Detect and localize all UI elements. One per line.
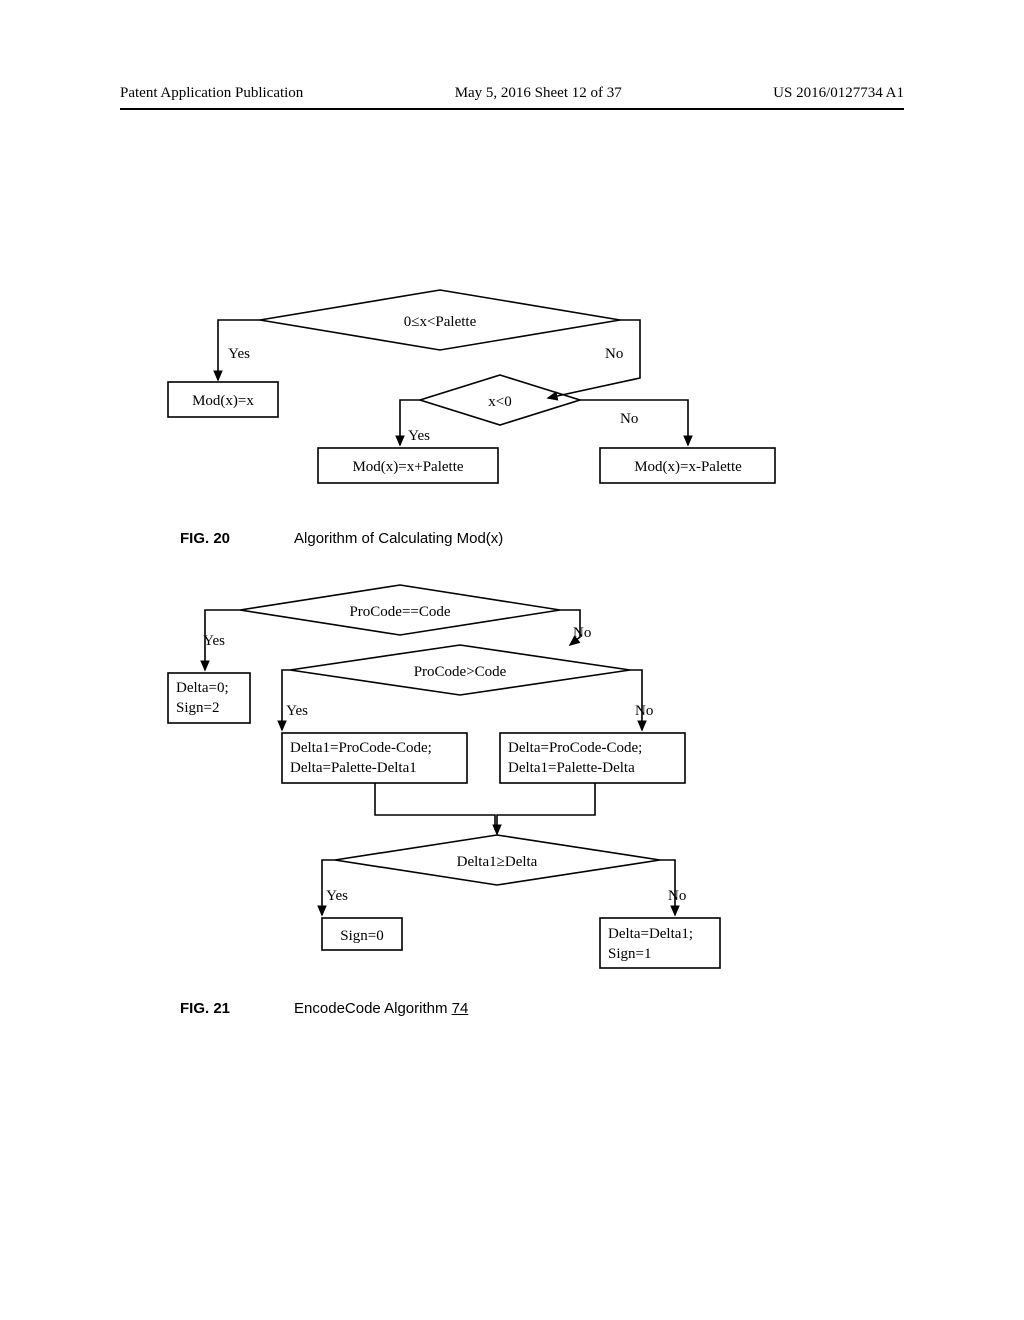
fig21-caption: FIG. 21 EncodeCode Algorithm 74: [180, 1000, 468, 1018]
fig21-b4: Sign=0: [340, 928, 383, 944]
header-left: Patent Application Publication: [120, 85, 303, 102]
fig21-b2-l2: Delta=Palette-Delta1: [290, 760, 417, 776]
fig20-d1-label: 0≤x<Palette: [404, 314, 477, 330]
fig21-flowchart: ProCode==Code Yes No Delta=0; Sign=2 Pro…: [0, 575, 1024, 1015]
fig20-b1: Mod(x)=x: [192, 393, 254, 409]
fig21-b3-l2: Delta1=Palette-Delta: [508, 760, 635, 776]
fig21-d3-label: Delta1≥Delta: [457, 854, 538, 870]
fig21-d1-no: No: [573, 625, 591, 641]
fig20-label: FIG. 20: [180, 530, 230, 547]
fig21-label: FIG. 21: [180, 1000, 230, 1017]
fig20-b2: Mod(x)=x+Palette: [352, 459, 463, 475]
fig21-text: EncodeCode Algorithm 74: [294, 1000, 468, 1017]
fig21-d3-no: No: [668, 888, 686, 904]
fig20-d1-yes: Yes: [228, 346, 250, 362]
fig20-b3: Mod(x)=x-Palette: [634, 459, 742, 475]
fig20-flowchart: 0≤x<Palette Yes Mod(x)=x No x<0 Yes No M…: [0, 280, 1024, 580]
page: Patent Application Publication May 5, 20…: [0, 0, 1024, 1320]
fig20-text: Algorithm of Calculating Mod(x): [294, 530, 503, 547]
fig21-b1-l1: Delta=0;: [176, 680, 229, 696]
fig21-d3-yes: Yes: [326, 888, 348, 904]
fig21-b3-l1: Delta=ProCode-Code;: [508, 740, 642, 756]
fig21-d2-label: ProCode>Code: [414, 664, 507, 680]
fig21-caption-text: EncodeCode Algorithm: [294, 1000, 452, 1017]
fig20-d2-label: x<0: [488, 394, 511, 410]
page-header: Patent Application Publication May 5, 20…: [120, 85, 904, 102]
fig21-d1-yes: Yes: [203, 633, 225, 649]
fig21-b2-l1: Delta1=ProCode-Code;: [290, 740, 432, 756]
fig21-b5-l2: Sign=1: [608, 946, 651, 962]
fig20-d2-no: No: [620, 411, 638, 427]
fig20-d2-yes: Yes: [408, 428, 430, 444]
fig21-d2-yes: Yes: [286, 703, 308, 719]
header-rule: [120, 108, 904, 110]
fig20-d1-no: No: [605, 346, 623, 362]
fig21-caption-ref: 74: [452, 1000, 469, 1017]
header-center: May 5, 2016 Sheet 12 of 37: [455, 85, 622, 102]
fig20-caption: FIG. 20 Algorithm of Calculating Mod(x): [180, 530, 503, 548]
fig21-d2-no: No: [635, 703, 653, 719]
fig21-d1-label: ProCode==Code: [349, 604, 450, 620]
header-right: US 2016/0127734 A1: [773, 85, 904, 102]
fig21-b1-l2: Sign=2: [176, 700, 219, 716]
fig21-b5-l1: Delta=Delta1;: [608, 926, 693, 942]
